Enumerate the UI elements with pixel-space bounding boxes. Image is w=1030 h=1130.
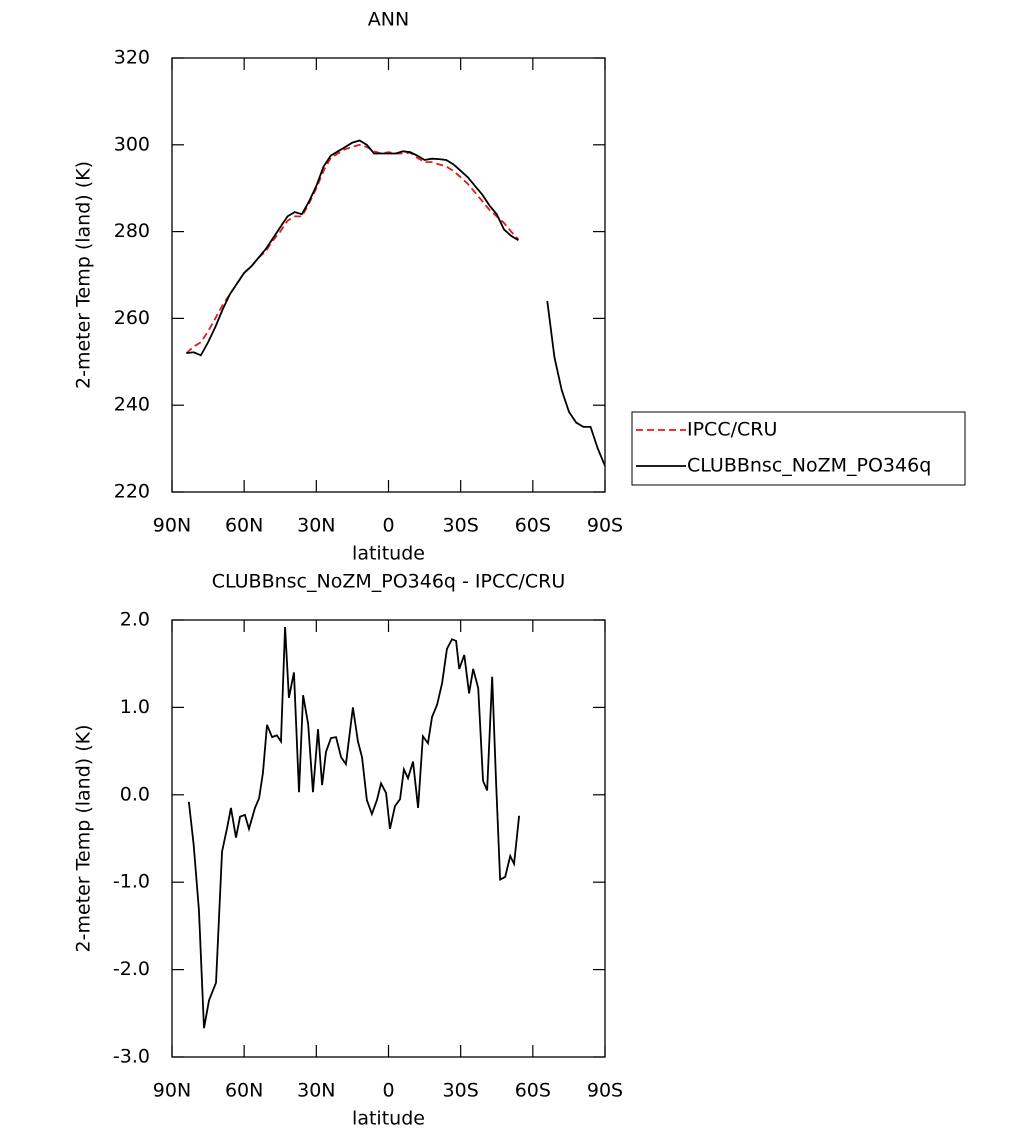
y-axis-label: 2-meter Temp (land) (K)	[73, 725, 95, 953]
x-axis-label: latitude	[352, 543, 425, 565]
y-tick-label: 280	[114, 220, 150, 242]
y-tick-label: 240	[114, 394, 150, 416]
y-tick-label: -2.0	[113, 958, 150, 980]
x-tick-label: 60N	[225, 515, 263, 537]
y-tick-label: 0.0	[120, 783, 150, 805]
legend-label: IPCC/CRU	[687, 419, 777, 441]
line-series	[185, 143, 520, 354]
y-tick-label: 220	[114, 481, 150, 503]
y-tick-label: -3.0	[113, 1046, 150, 1068]
x-tick-label: 90S	[587, 515, 623, 537]
plot-frame	[171, 619, 606, 1058]
plot-frame	[171, 57, 606, 493]
line-series	[186, 139, 606, 467]
x-tick-label: 90N	[153, 1080, 191, 1102]
x-tick-label: 90N	[153, 515, 191, 537]
x-tick-label: 60S	[515, 1080, 551, 1102]
y-axis-label: 2-meter Temp (land) (K)	[73, 161, 95, 389]
x-tick-label: 60S	[515, 515, 551, 537]
x-tick-label: 30S	[443, 515, 479, 537]
x-tick-label: 30S	[443, 1080, 479, 1102]
x-tick-label: 30N	[297, 515, 335, 537]
legend-box	[631, 411, 966, 486]
x-tick-label: 60N	[225, 1080, 263, 1102]
x-tick-label: 0	[382, 515, 394, 537]
chart-title: CLUBBnsc_NoZM_PO346q - IPCC/CRU	[212, 571, 566, 593]
y-tick-label: -1.0	[113, 871, 150, 893]
legend-label: CLUBBnsc_NoZM_PO346q	[687, 455, 931, 477]
x-axis-label: latitude	[352, 1108, 425, 1130]
x-tick-label: 30N	[297, 1080, 335, 1102]
line-series	[187, 626, 521, 1029]
x-tick-label: 0	[382, 1080, 394, 1102]
y-tick-label: 320	[114, 47, 150, 69]
x-tick-label: 90S	[587, 1080, 623, 1102]
y-tick-label: 1.0	[120, 696, 150, 718]
y-tick-label: 260	[114, 307, 150, 329]
y-tick-label: 300	[114, 133, 150, 155]
y-tick-label: 2.0	[120, 609, 150, 631]
chart-title: ANN	[368, 9, 409, 31]
